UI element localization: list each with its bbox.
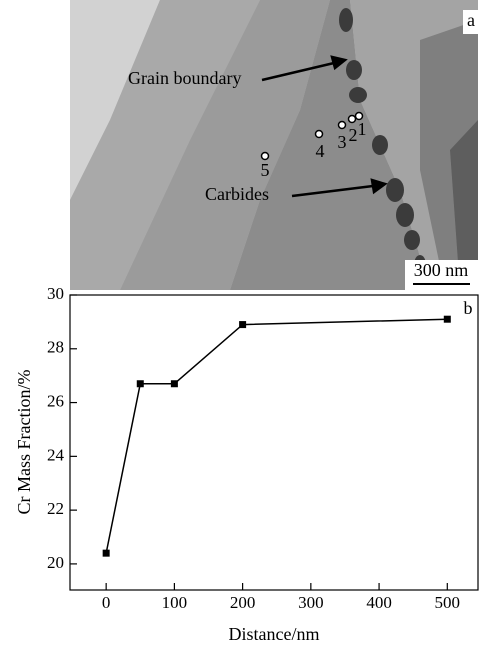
data-point <box>443 315 451 323</box>
x-tick-label: 500 <box>435 593 461 612</box>
panel-label: a <box>467 10 475 30</box>
x-tick-label: 100 <box>162 593 188 612</box>
y-axis-label: Cr Mass Fraction/% <box>14 370 34 515</box>
point-label: 5 <box>261 160 270 180</box>
y-tick-label: 30 <box>47 284 64 303</box>
data-line <box>105 318 448 554</box>
data-point <box>170 380 178 388</box>
annotation: Grain boundary <box>128 68 241 88</box>
data-point <box>136 380 144 388</box>
y-tick-label: 26 <box>47 391 64 410</box>
y-tick-label: 22 <box>47 499 64 518</box>
x-tick-label: 400 <box>366 593 392 612</box>
y-tick-label: 20 <box>47 553 64 572</box>
point-label: 1 <box>358 119 367 139</box>
point-label: 3 <box>338 132 347 152</box>
panel-label: b <box>464 298 473 318</box>
plot-frame <box>69 294 479 591</box>
point-label: 2 <box>349 125 358 145</box>
x-tick-label: 0 <box>102 593 111 612</box>
y-tick-label: 28 <box>47 338 64 357</box>
micrograph <box>70 0 478 290</box>
data-point <box>102 549 110 557</box>
annotation: Carbides <box>205 184 269 204</box>
y-tick-label: 24 <box>47 445 65 464</box>
x-tick-label: 200 <box>230 593 256 612</box>
point-label: 4 <box>316 141 325 161</box>
x-axis-label: Distance/nm <box>229 624 320 644</box>
data-point <box>239 321 247 329</box>
x-tick-label: 300 <box>298 593 324 612</box>
scale-bar-label: 300 nm <box>414 260 469 280</box>
